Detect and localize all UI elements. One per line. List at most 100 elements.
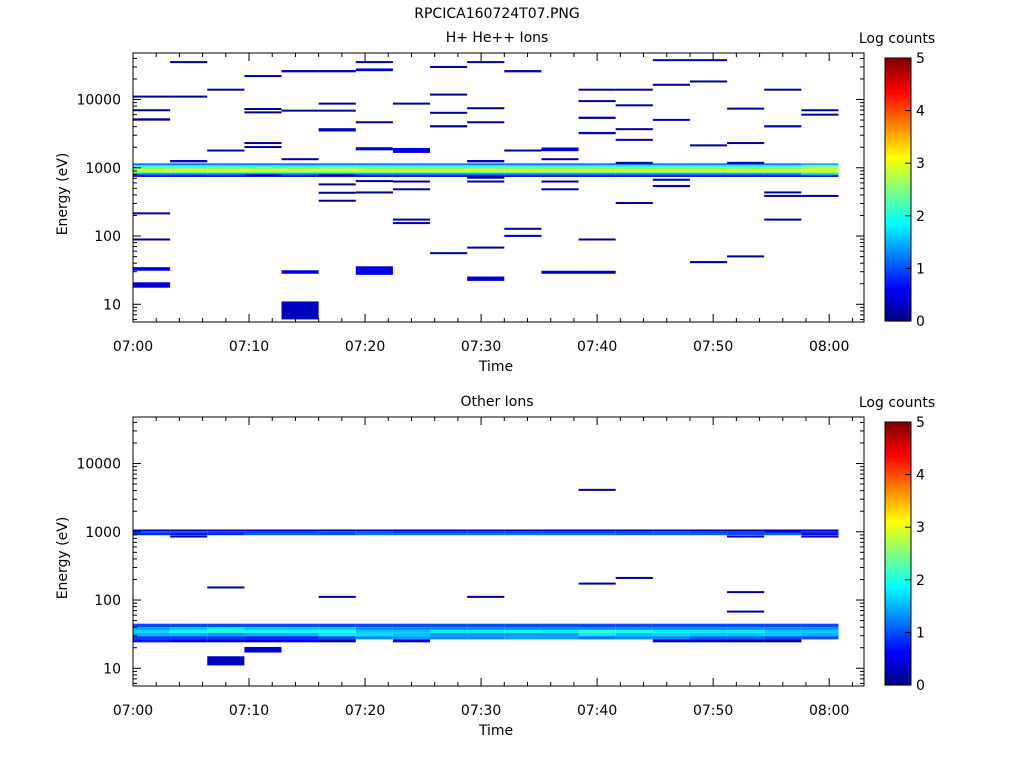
heatmap-band-cell [207, 639, 245, 643]
heatmap-band-cell [170, 639, 208, 643]
heatmap-band-cell [318, 166, 356, 169]
heatmap-band-cell [467, 629, 505, 633]
colorbar-segment [885, 566, 911, 570]
colorbar-tick-label: 0 [916, 314, 925, 330]
heatmap-band-cell [764, 629, 802, 633]
heatmap-band-cell [281, 173, 319, 176]
heatmap-band-cell [727, 171, 765, 174]
heatmap-band-cell [689, 166, 728, 169]
colorbar-segment [885, 487, 911, 491]
heatmap-band-cell [133, 529, 171, 532]
colorbar-segment [885, 585, 911, 589]
heatmap-band-cell [652, 175, 690, 177]
heatmap-band-cell [504, 629, 542, 633]
heatmap-band-cell [727, 629, 765, 633]
colorbar-segment [885, 677, 911, 681]
heatmap-band-cell [652, 629, 690, 633]
heatmap-cell [615, 161, 653, 164]
x-tick-label: 07:50 [693, 703, 733, 719]
heatmap-cell [578, 100, 616, 103]
heatmap-band-cell [430, 629, 468, 633]
colorbar-segment [885, 271, 911, 275]
heatmap-cell [727, 255, 765, 258]
colorbar-segment [885, 550, 911, 555]
heatmap-band-cell [133, 532, 171, 536]
heatmap-cell [244, 111, 282, 114]
colorbar-segment [885, 619, 911, 623]
heatmap-band-cell [355, 529, 393, 532]
heatmap-band-cell [801, 164, 839, 167]
heatmap-band-cell [207, 173, 245, 176]
heatmap-band-cell [318, 632, 356, 637]
colorbar-segment [885, 107, 911, 112]
heatmap-band-cell [652, 531, 690, 533]
colorbar-segment [885, 97, 911, 101]
colorbar-segment [885, 569, 911, 573]
heatmap-band-cell [392, 632, 431, 637]
heatmap-cell [652, 118, 690, 121]
heatmap-band-cell [578, 531, 616, 533]
heatmap-band-cell [244, 636, 282, 640]
heatmap-band-cell [727, 173, 765, 176]
heatmap-band-cell [133, 636, 171, 640]
colorbar-segment [885, 540, 911, 544]
colorbar-segment [885, 506, 911, 510]
colorbar-segment [885, 281, 911, 285]
colorbar-segment [885, 168, 911, 172]
colorbar-segment [885, 429, 911, 434]
colorbar-segment [885, 590, 911, 594]
colorbar-segment [885, 535, 911, 539]
heatmap-cell [281, 301, 319, 320]
colorbar-segment [885, 629, 911, 633]
colorbar-frame [884, 57, 912, 322]
colorbar-segment [885, 679, 911, 683]
heatmap-band-cell [727, 531, 765, 533]
heatmap-band-cell [764, 171, 802, 174]
heatmap-band-cell [430, 168, 468, 172]
heatmap-band-cell [615, 168, 653, 172]
colorbar-segment [885, 645, 911, 649]
heatmap-band-cell [541, 171, 579, 174]
colorbar-segment [885, 445, 911, 449]
heatmap-band-cell [541, 173, 579, 176]
heatmap-band-cell [430, 173, 468, 176]
colorbar-segment [885, 157, 911, 162]
colorbar-segment [885, 592, 911, 597]
heatmap-band-cell [318, 529, 356, 532]
heatmap-band-cell [133, 639, 171, 643]
colorbar-segment [885, 561, 911, 565]
colorbar-segment [885, 666, 911, 670]
colorbar-segment [885, 260, 911, 264]
colorbar-segment [885, 671, 911, 676]
colorbar-segment [885, 202, 911, 206]
colorbar-segment [885, 640, 911, 644]
colorbar-tick-label: 4 [916, 468, 925, 484]
heatmap-band-cell [170, 175, 208, 177]
heatmap-band-cell [170, 173, 208, 176]
heatmap-band-cell [355, 166, 393, 169]
colorbar-segment [885, 278, 911, 283]
colorbar-segment [885, 147, 911, 151]
heatmap-band-cell [133, 629, 171, 633]
heatmap-band-cell [170, 627, 208, 630]
heatmap-band-cell [244, 163, 282, 165]
top-colorbar-label: Log counts [859, 31, 935, 47]
heatmap-cell [578, 131, 616, 135]
colorbar-segment [885, 242, 911, 246]
colorbar-segment [885, 186, 911, 191]
heatmap-band-cell [281, 175, 319, 177]
heatmap-band-cell [133, 531, 171, 533]
heatmap-band-cell [504, 531, 542, 533]
heatmap-band-cell [689, 168, 728, 172]
heatmap-cell [578, 488, 616, 491]
colorbar-segment [885, 150, 911, 154]
heatmap-band-cell [244, 629, 282, 633]
heatmap-cell [652, 83, 690, 86]
colorbar-segment [885, 471, 911, 476]
heatmap-band-cell [207, 163, 245, 165]
heatmap-cell [467, 180, 505, 183]
colorbar-segment [885, 624, 911, 628]
heatmap-cell [244, 146, 282, 149]
colorbar-segment [885, 123, 911, 127]
heatmap-cell [689, 80, 728, 83]
